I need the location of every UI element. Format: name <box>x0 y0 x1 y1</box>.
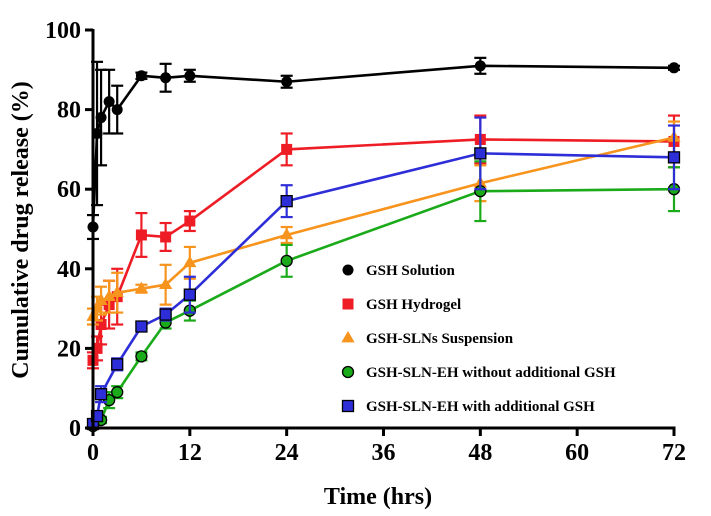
legend-item-4: GSH-SLN-EH without additional GSH <box>341 365 616 381</box>
legend-item-5: GSH-SLN-EH with additional GSH <box>341 399 595 415</box>
ticks: 0 20 40 60 80 100 0 12 24 36 48 60 72 <box>45 18 686 466</box>
data-point <box>135 229 147 241</box>
legend-label: GSH Solution <box>366 263 455 279</box>
data-point <box>159 277 173 290</box>
data-point <box>95 112 107 124</box>
data-point <box>159 308 172 321</box>
data-point <box>110 285 124 298</box>
data-point <box>183 255 197 268</box>
legend: GSH Solution GSH Hydrogel GSH-SLNs Suspens… <box>341 263 616 415</box>
data-point <box>134 281 149 294</box>
x-axis-title: Time (hrs) <box>324 484 432 510</box>
data-point <box>135 320 148 333</box>
y-tick-label: 40 <box>57 257 81 283</box>
data-point <box>94 388 108 401</box>
series-line <box>91 64 675 228</box>
data-point <box>102 289 116 301</box>
x-tick-label: 48 <box>468 440 492 466</box>
data-point <box>280 194 293 208</box>
legend-label: GSH-SLNs Suspension <box>366 331 514 347</box>
y-tick-label: 100 <box>45 18 81 44</box>
x-tick-label: 60 <box>565 440 589 466</box>
data-point <box>668 62 680 74</box>
legend-item-1: GSH Solution <box>342 263 455 279</box>
legend-marker <box>341 399 355 413</box>
series-line <box>92 187 675 428</box>
y-axis-title: Cumulative drug release (%) <box>8 81 34 379</box>
data-point <box>95 319 107 331</box>
legend-label: GSH-SLN-EH with additional GSH <box>366 399 595 415</box>
series-layer <box>86 56 681 433</box>
data-point <box>160 231 172 243</box>
data-point <box>111 358 124 371</box>
series-1 <box>87 56 680 241</box>
x-tick-label: 36 <box>372 440 396 466</box>
series-3 <box>86 120 681 326</box>
legend-label: GSH-SLN-EH without additional GSH <box>366 365 616 381</box>
data-point <box>280 227 294 240</box>
legend-marker <box>342 298 354 310</box>
data-point <box>111 386 124 399</box>
y-tick-label: 20 <box>57 336 81 362</box>
data-point <box>474 147 487 160</box>
legend-marker <box>341 365 355 379</box>
y-tick-label: 0 <box>69 416 81 442</box>
data-point <box>135 70 147 82</box>
legend-item-3: GSH-SLNs Suspension <box>341 330 514 347</box>
data-point <box>135 350 148 363</box>
data-point <box>183 288 196 301</box>
data-point <box>111 104 123 116</box>
legend-label: GSH Hydrogel <box>366 297 461 313</box>
legend-item-2: GSH Hydrogel <box>342 297 461 313</box>
legend-marker <box>341 330 355 343</box>
data-point <box>474 60 486 72</box>
x-tick-label: 24 <box>275 440 299 466</box>
data-point <box>667 151 681 164</box>
data-point <box>160 72 172 84</box>
data-point <box>184 215 196 227</box>
data-point <box>280 254 293 267</box>
data-point <box>184 70 196 82</box>
series-line <box>91 152 675 425</box>
data-point <box>94 293 108 305</box>
data-point <box>91 342 103 354</box>
x-tick-label: 0 <box>87 440 99 466</box>
series-line <box>91 138 675 361</box>
data-point <box>281 143 293 155</box>
x-tick-label: 72 <box>662 440 686 466</box>
x-tick-label: 12 <box>178 440 202 466</box>
data-point <box>103 96 115 108</box>
data-point <box>281 76 293 88</box>
y-tick-label: 60 <box>57 177 81 203</box>
y-tick-label: 80 <box>57 98 81 124</box>
legend-marker <box>342 264 354 276</box>
